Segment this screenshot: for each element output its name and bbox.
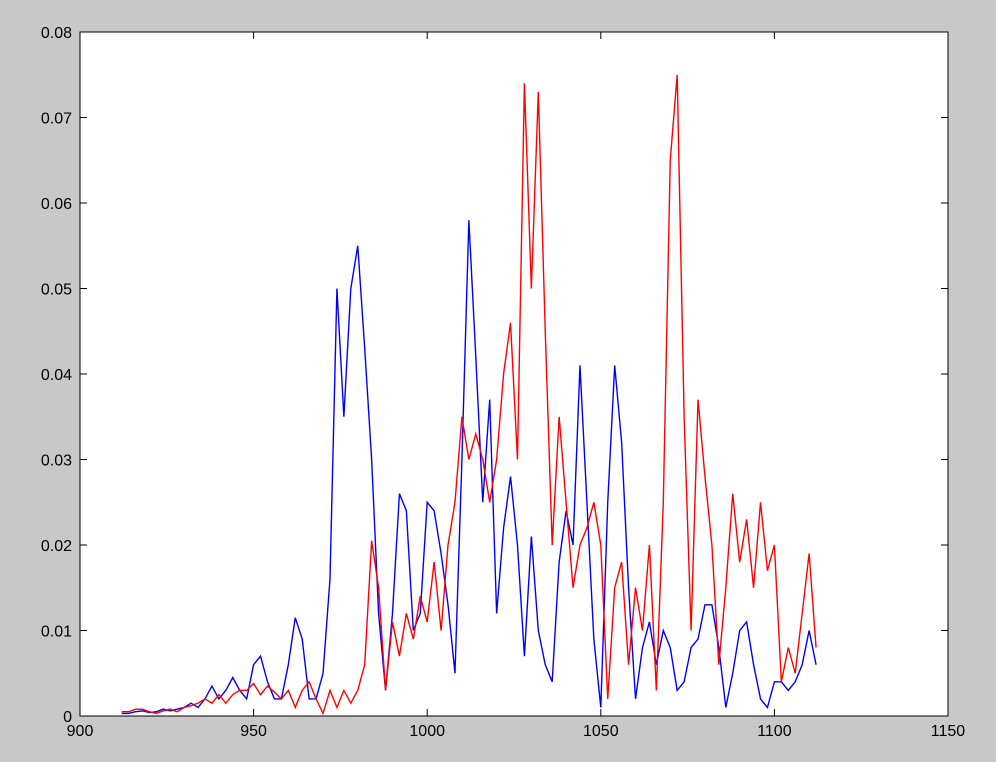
x-tick-label: 1150 — [931, 723, 966, 740]
y-tick-label: 0.06 — [41, 196, 72, 213]
y-tick-label: 0.04 — [41, 367, 72, 384]
data-line — [121, 74, 817, 716]
y-tick-label: 0.08 — [41, 25, 72, 42]
x-tick-label: 950 — [240, 723, 267, 740]
y-tick-label: 0.02 — [41, 538, 72, 555]
y-tick-label: 0.05 — [41, 282, 72, 299]
data-line — [121, 220, 817, 715]
plot-area — [80, 32, 948, 716]
y-tick-label: 0.07 — [41, 111, 72, 128]
x-tick-label: 900 — [67, 723, 94, 740]
x-tick-label: 1100 — [757, 723, 792, 740]
x-tick-label: 1050 — [583, 723, 619, 740]
plot-frame — [79, 31, 949, 717]
x-tick-label: 1000 — [409, 723, 445, 740]
y-tick-label: 0 — [63, 709, 72, 726]
y-tick-label: 0.03 — [41, 453, 72, 470]
y-tick-label: 0.01 — [41, 624, 72, 641]
